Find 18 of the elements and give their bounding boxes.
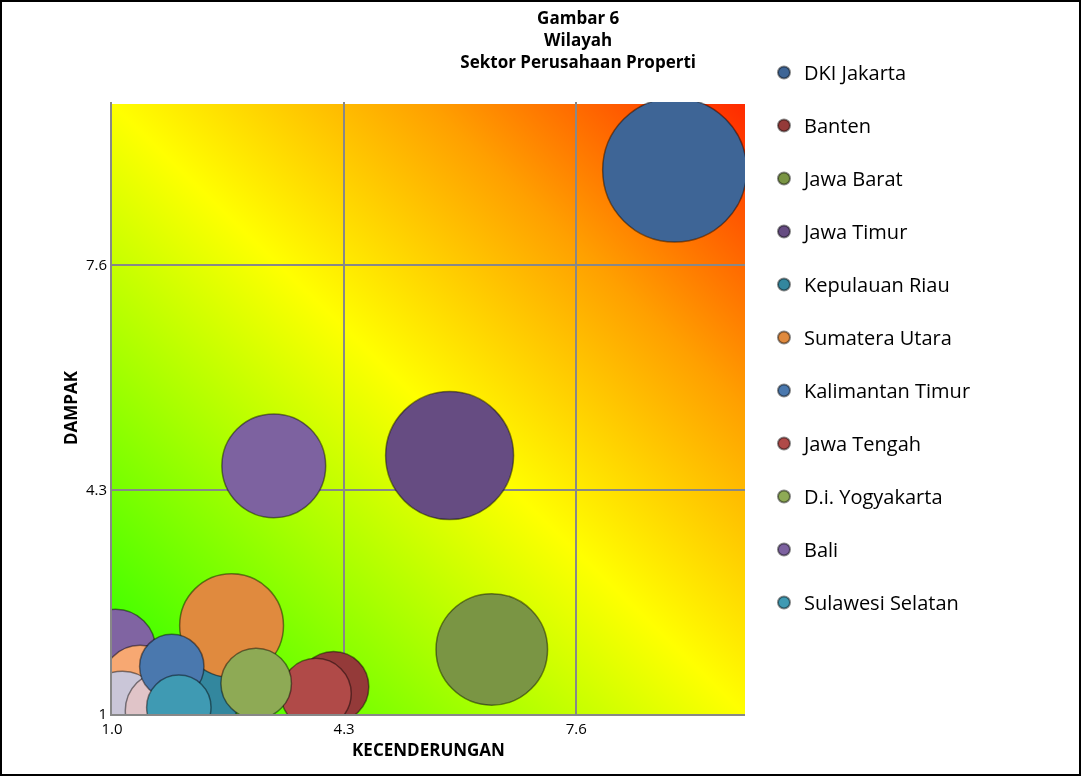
legend-label: Sumatera Utara xyxy=(803,324,952,352)
legend-label: Sulawesi Selatan xyxy=(803,589,959,617)
legend-label: D.i. Yogyakarta xyxy=(803,483,943,511)
chart-title: Gambar 6 Wilayah Sektor Perusahaan Properti xyxy=(460,5,697,73)
y-tick-label: 4.3 xyxy=(85,478,107,499)
y-axis-title: DAMPAK xyxy=(58,370,82,446)
legend-label: Jawa Tengah xyxy=(801,430,922,458)
legend-label: Jawa Barat xyxy=(801,165,903,193)
x-tick-label: 4.3 xyxy=(333,718,355,738)
x-tick-label: 7.6 xyxy=(565,718,587,738)
legend-label: Jawa Timur xyxy=(801,218,908,246)
legend-label: Kepulauan Riau xyxy=(803,271,950,299)
legend-label: Bali xyxy=(803,536,839,564)
x-axis-title: KECENDERUNGAN xyxy=(352,738,505,761)
y-tick-label: 7.6 xyxy=(85,254,107,275)
legend-label: DKI Jakarta xyxy=(803,59,907,87)
legend-label: Kalimantan Timur xyxy=(803,377,971,405)
legend-label: Banten xyxy=(803,112,871,140)
